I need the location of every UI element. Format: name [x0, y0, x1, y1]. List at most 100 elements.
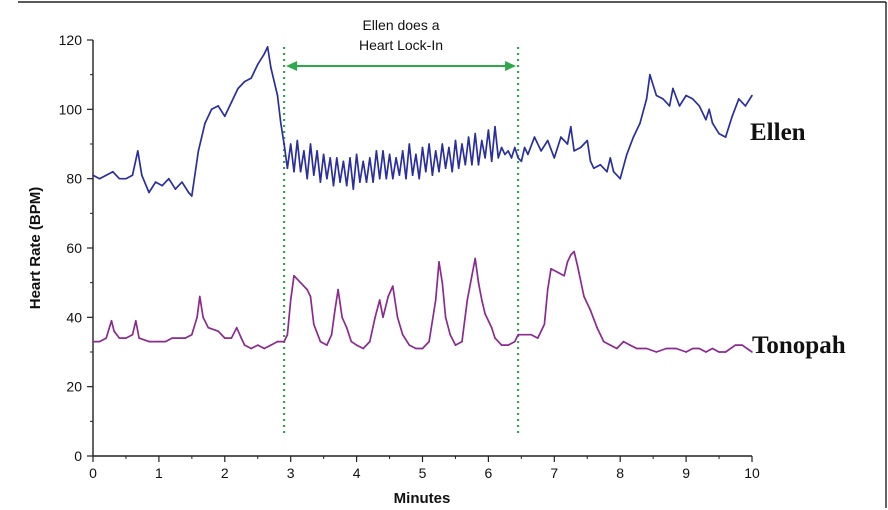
tonopah-point — [573, 250, 575, 253]
tonopah-point — [382, 316, 384, 319]
ellen-point — [329, 157, 332, 159]
tonopah-point — [191, 333, 193, 336]
ellen-point — [296, 139, 299, 142]
ellen-point — [118, 177, 121, 180]
ellen-point — [738, 98, 740, 100]
ellen-point — [444, 167, 447, 170]
tonopah-point — [589, 309, 592, 312]
tonopah-point — [110, 320, 113, 322]
ellen-point — [276, 94, 279, 97]
ellen-point — [477, 164, 480, 166]
x-tick-label: 9 — [682, 465, 690, 481]
tonopah-point — [523, 333, 526, 336]
ellen-point — [141, 174, 143, 176]
tonopah-point — [428, 340, 430, 343]
tonopah-point — [392, 285, 394, 287]
tonopah-point — [490, 326, 493, 329]
ellen-point — [474, 132, 477, 135]
tonopah-point — [270, 344, 272, 346]
ellen-point — [388, 153, 391, 156]
tonopah-point — [711, 347, 714, 350]
ellen-point — [691, 98, 694, 100]
tonopah-point — [378, 299, 381, 301]
ellen-point — [131, 174, 134, 176]
tonopah-point — [286, 333, 289, 336]
tonopah-point — [374, 316, 376, 319]
tonopah-point — [494, 337, 496, 339]
lock-in-arrowhead-right — [505, 61, 517, 71]
tonopah-point — [454, 344, 457, 346]
tonopah-point — [434, 299, 437, 301]
tonopah-point — [125, 337, 127, 339]
tonopah-point — [355, 344, 358, 346]
ellen-point — [434, 150, 437, 152]
ellen-point — [606, 170, 608, 173]
ellen-point — [352, 188, 355, 190]
tonopah-point — [135, 320, 137, 322]
y-tick-label: 0 — [74, 448, 82, 464]
ellen-point — [504, 153, 506, 156]
tonopah-point — [530, 333, 532, 336]
ellen-point — [662, 98, 664, 100]
tonopah-point — [517, 333, 519, 336]
annotation-line-1: Ellen does a — [362, 17, 439, 33]
ellen-point — [471, 164, 473, 166]
x-tick-label: 6 — [485, 465, 493, 481]
ellen-point — [454, 139, 457, 142]
ellen-point — [411, 174, 414, 176]
tonopah-point — [466, 299, 469, 301]
tonopah-point — [118, 337, 121, 339]
tonopah-point — [293, 274, 295, 277]
tonopah-point — [330, 333, 333, 336]
tonopah-point — [563, 274, 565, 277]
ellen-point — [224, 115, 226, 118]
tonopah-point — [401, 333, 404, 336]
y-tick-label: 120 — [59, 32, 83, 48]
tonopah-point — [164, 340, 167, 343]
tonopah-point — [250, 347, 252, 350]
ellen-point — [533, 136, 536, 138]
tonopah-point — [444, 316, 447, 319]
ellen-point — [137, 150, 139, 152]
ellen-point — [161, 184, 163, 187]
ellen-point — [382, 150, 384, 152]
tonopah-point — [369, 340, 371, 343]
tonopah-point — [319, 340, 322, 343]
ellen-point — [270, 66, 272, 69]
tonopah-point — [171, 337, 173, 339]
tonopah-point — [477, 281, 480, 284]
ellen-point — [243, 80, 246, 83]
ellen-point — [481, 139, 483, 142]
tonopah-point — [596, 326, 598, 329]
tonopah-point — [263, 347, 266, 350]
y-tick-label: 100 — [59, 101, 83, 117]
tonopah-point — [217, 330, 219, 333]
tonopah-point — [734, 344, 737, 346]
tonopah-point — [299, 281, 302, 284]
x-tick-label: 4 — [353, 465, 361, 481]
ellen-point — [467, 136, 470, 138]
ellen-point — [494, 125, 496, 128]
ellen-point — [405, 177, 407, 180]
ellen-point — [421, 146, 424, 149]
ellen-point — [484, 157, 486, 159]
annotation-line-2: Heart Lock-In — [359, 37, 443, 53]
tonopah-point — [537, 337, 539, 339]
ellen-point — [655, 94, 658, 97]
ellen-point — [263, 53, 266, 55]
ellen-point — [731, 115, 733, 118]
tonopah-point — [602, 340, 605, 343]
ellen-point — [632, 136, 635, 138]
tonopah-point — [396, 316, 399, 319]
ellen-point — [626, 153, 628, 156]
ellen-point — [408, 143, 411, 145]
ellen-point — [507, 150, 510, 152]
ellen-point — [461, 143, 463, 145]
tonopah-point — [724, 351, 727, 353]
ellen-point — [698, 105, 701, 107]
ellen-line — [92, 46, 753, 197]
x-tick-label: 5 — [419, 465, 427, 481]
ellen-point — [148, 191, 150, 194]
ellen-point — [204, 122, 206, 124]
